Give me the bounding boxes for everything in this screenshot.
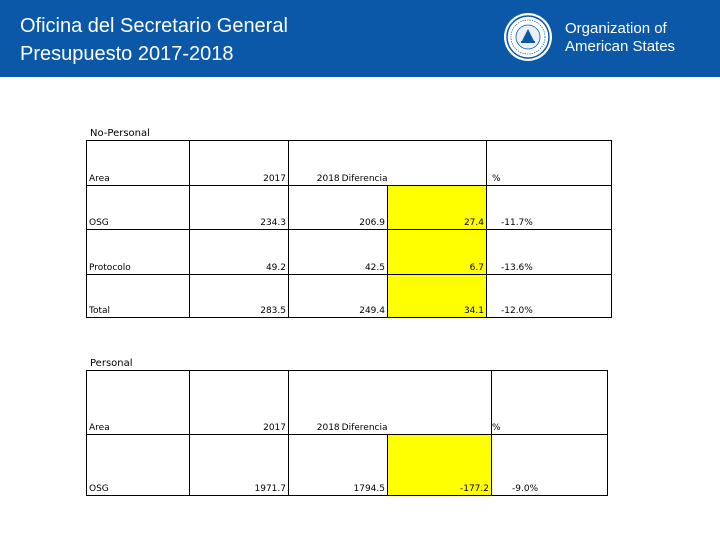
table-row: OSG 234.3 206.9 27.4 -11.7% bbox=[86, 185, 612, 230]
header-2017: 2017 bbox=[189, 370, 289, 435]
header-2018: 2018 Diferencia bbox=[288, 140, 388, 186]
org-line-1: Organization of bbox=[565, 20, 667, 37]
no-personal-table: Area 2017 2018 Diferencia % OSG 234.3 206… bbox=[86, 140, 612, 318]
personal-caption: Personal bbox=[90, 358, 133, 369]
cell-pct: -11.7% bbox=[486, 185, 612, 230]
cell-2018: 249.4 bbox=[288, 274, 388, 318]
title-line-2: Presupuesto 2017-2018 bbox=[20, 43, 234, 65]
cell-area: OSG bbox=[86, 185, 190, 230]
header-pct: % bbox=[491, 370, 608, 435]
table-header-row: Area 2017 2018 Diferencia % bbox=[86, 140, 612, 186]
org-line-2: American States bbox=[565, 38, 676, 55]
table-row: Total 283.5 249.4 34.1 -12.0% bbox=[86, 274, 612, 318]
header-2018: 2018 Diferencia bbox=[288, 370, 388, 435]
header-2017: 2017 bbox=[189, 140, 289, 186]
cell-2018: 42.5 bbox=[288, 229, 388, 275]
page-title: Oficina del Secretario General Presupues… bbox=[20, 12, 288, 68]
title-line-1: Oficina del Secretario General bbox=[20, 15, 288, 37]
cell-2018: 1794.5 bbox=[288, 434, 388, 496]
header-diff-blank bbox=[387, 370, 492, 435]
cell-pct: -12.0% bbox=[486, 274, 612, 318]
header-area: Area bbox=[86, 370, 190, 435]
header-diferencia: Diferencia bbox=[341, 174, 388, 184]
table-row: Protocolo 49.2 42.5 6.7 -13.6% bbox=[86, 229, 612, 275]
personal-table: Area 2017 2018 Diferencia % OSG 1971.7 17… bbox=[86, 370, 608, 496]
cell-area: Total bbox=[86, 274, 190, 318]
cell-area: OSG bbox=[86, 434, 190, 496]
no-personal-caption: No-Personal bbox=[90, 128, 150, 139]
oas-seal-icon bbox=[504, 13, 552, 61]
header-bar: Oficina del Secretario General Presupues… bbox=[0, 0, 720, 77]
cell-2018: 206.9 bbox=[288, 185, 388, 230]
cell-diferencia: 6.7 bbox=[387, 229, 487, 275]
header-diff-blank bbox=[387, 140, 487, 186]
cell-2017: 49.2 bbox=[189, 229, 289, 275]
cell-pct: -13.6% bbox=[486, 229, 612, 275]
cell-diferencia: -177.2 bbox=[387, 434, 492, 496]
table-header-row: Area 2017 2018 Diferencia % bbox=[86, 370, 608, 435]
header-diferencia: Diferencia bbox=[341, 423, 388, 433]
cell-2017: 283.5 bbox=[189, 274, 289, 318]
cell-2017: 1971.7 bbox=[189, 434, 289, 496]
cell-diferencia: 34.1 bbox=[387, 274, 487, 318]
header-area: Area bbox=[86, 140, 190, 186]
table-row: OSG 1971.7 1794.5 -177.2 -9.0% bbox=[86, 434, 608, 496]
header-pct: % bbox=[486, 140, 612, 186]
cell-2017: 234.3 bbox=[189, 185, 289, 230]
organization-name: Organization of American States bbox=[565, 20, 675, 56]
cell-area: Protocolo bbox=[86, 229, 190, 275]
cell-pct: -9.0% bbox=[491, 434, 608, 496]
cell-diferencia: 27.4 bbox=[387, 185, 487, 230]
